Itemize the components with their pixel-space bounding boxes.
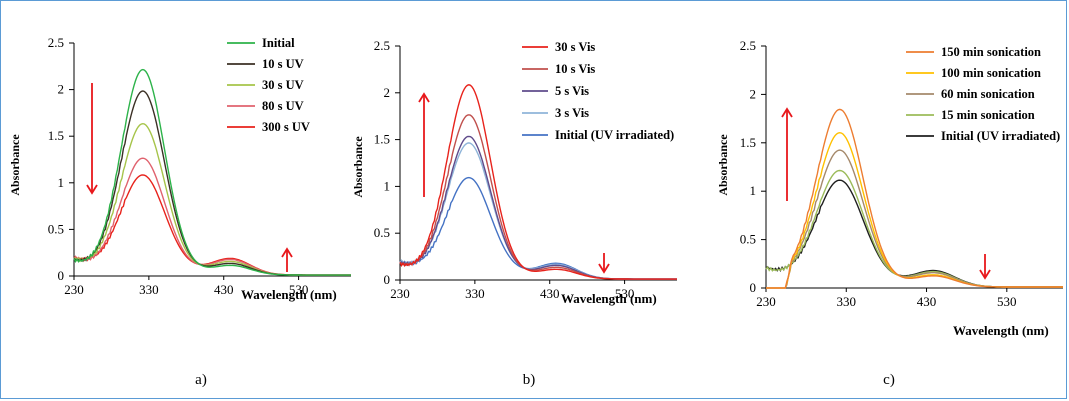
series-line <box>73 68 351 276</box>
x-tick-label: 530 <box>615 286 635 301</box>
y-tick-label: 1.5 <box>374 132 390 147</box>
x-tick-label: 530 <box>997 294 1017 309</box>
series-line <box>765 169 1063 288</box>
y-tick-label: 0 <box>750 280 757 295</box>
legend-label: Initial (UV irradiated) <box>941 129 1060 143</box>
annotation-arrow-down <box>979 254 991 280</box>
chart-panel-2: 0 0.5 1 1.5 2 2.5 230 330 430 530 Absorbance Wavele… <box>351 38 677 388</box>
y-axis-label: Absorbance <box>351 136 365 198</box>
legend-label: Initial (UV irradiated) <box>555 128 674 142</box>
x-tick-label: 530 <box>289 282 309 297</box>
y-tick-label: 1 <box>384 178 391 193</box>
series-line <box>399 84 677 280</box>
legend-label: 15 min sonication <box>941 108 1035 122</box>
legend-label: Initial <box>262 36 295 50</box>
y-tick-label: 0.5 <box>48 221 64 236</box>
panel-label: c) <box>883 372 895 388</box>
arrow-head <box>979 269 991 280</box>
y-axis-label: Absorbance <box>716 134 730 196</box>
chart-panel-3: 0 0.5 1 1.5 2 2.5 230 330 430 530 Absorbance Wavele… <box>716 38 1063 388</box>
y-tick-label: 2.5 <box>48 35 64 50</box>
legend-label: 60 min sonication <box>941 87 1035 101</box>
y-tick-label: 0.5 <box>374 225 390 240</box>
y-tick-label: 1.5 <box>48 128 64 143</box>
y-tick-label: 2 <box>384 85 391 100</box>
series-line <box>766 149 1063 289</box>
legend-label: 5 s Vis <box>555 84 589 98</box>
legend-label: 30 s Vis <box>555 40 595 54</box>
legend-label: 10 s UV <box>262 57 304 71</box>
legend-label: 80 s UV <box>262 99 304 113</box>
arrow-head <box>598 263 610 274</box>
annotation-arrow-down <box>86 83 98 195</box>
series-line <box>399 135 677 280</box>
legend-label: 300 s UV <box>262 120 310 134</box>
legend-label: 100 min sonication <box>941 66 1041 80</box>
x-tick-label: 330 <box>837 294 857 309</box>
x-tick-label: 430 <box>540 286 560 301</box>
legend-label: 10 s Vis <box>555 62 595 76</box>
series-line <box>766 131 1063 289</box>
annotation-arrow-up <box>418 92 430 197</box>
chart-panel-1: 0 0.5 1 1.5 2 2.5 230 330 430 530 Absorbance Wavele… <box>8 35 351 388</box>
x-tick-label: 330 <box>139 282 159 297</box>
y-tick-label: 2.5 <box>740 38 756 53</box>
y-tick-label: 2 <box>58 82 65 97</box>
arrow-head <box>781 107 793 118</box>
series-line <box>399 176 677 280</box>
x-tick-label: 230 <box>390 286 410 301</box>
legend-label: 30 s UV <box>262 78 304 92</box>
x-tick-label: 230 <box>64 282 84 297</box>
x-tick-label: 430 <box>917 294 937 309</box>
arrow-head <box>86 184 98 195</box>
x-tick-label: 230 <box>756 294 776 309</box>
y-tick-label: 2.5 <box>374 38 390 53</box>
y-tick-label: 0.5 <box>740 232 756 247</box>
panel-label: a) <box>195 372 207 388</box>
legend-label: 150 min sonication <box>941 45 1041 59</box>
y-tick-label: 1.5 <box>740 135 756 150</box>
arrow-head <box>281 247 293 258</box>
annotation-arrow-up <box>781 107 793 201</box>
annotation-arrow-down <box>598 253 610 274</box>
series-line <box>765 179 1063 288</box>
x-tick-label: 430 <box>214 282 234 297</box>
y-tick-label: 0 <box>384 272 391 287</box>
x-axis-label: Wavelength (nm) <box>561 291 657 306</box>
y-tick-label: 2 <box>750 86 757 101</box>
x-axis-label: Wavelength (nm) <box>953 323 1049 338</box>
y-tick-label: 1 <box>750 183 757 198</box>
series-line <box>73 122 351 276</box>
arrow-head <box>418 92 430 103</box>
y-tick-label: 0 <box>58 268 65 283</box>
y-tick-label: 1 <box>58 175 65 190</box>
x-axis-label: Wavelength (nm) <box>241 287 337 302</box>
series-line <box>766 108 1063 289</box>
panel-label: b) <box>523 372 536 388</box>
y-axis-label: Absorbance <box>8 134 22 196</box>
series-line <box>73 90 351 276</box>
legend-label: 3 s Vis <box>555 106 589 120</box>
x-tick-label: 330 <box>465 286 485 301</box>
annotation-arrow-up <box>281 247 293 272</box>
